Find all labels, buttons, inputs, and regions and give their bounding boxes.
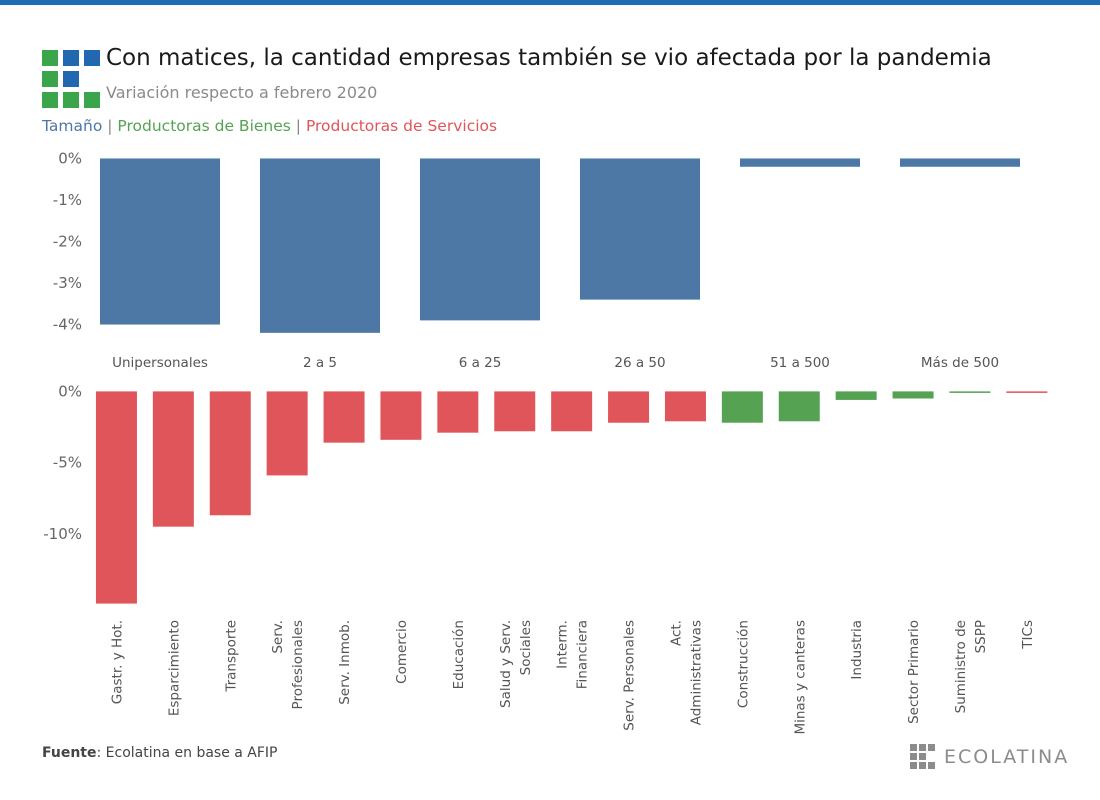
size-bar — [740, 158, 860, 167]
sector-category-label: TICs — [1020, 620, 1036, 650]
source-note: Fuente: Ecolatina en base a AFIP — [42, 745, 278, 761]
sector-category-label: Financiera — [575, 620, 591, 689]
chart-subtitle: Variación respecto a febrero 2020 — [106, 83, 378, 102]
sector-category-label: Profesionales — [290, 620, 306, 709]
legend-separator: | — [107, 117, 113, 135]
sector-category-label: Educación — [451, 620, 467, 689]
sector-category-label: Interm. — [555, 620, 571, 669]
sector-category-label: Serv. — [270, 620, 286, 654]
sector-category-label: Sociales — [518, 620, 534, 675]
sector-category-label: Act. — [668, 620, 684, 646]
brand-name: ECOLATINA — [944, 746, 1070, 768]
sector-bar — [721, 391, 763, 423]
sector-bar — [608, 391, 650, 423]
size-bar — [900, 158, 1020, 167]
size-ytick-label: 0% — [58, 149, 82, 167]
top-rule — [0, 0, 1100, 5]
sector-category-label: SSPP — [973, 620, 989, 653]
size-bar — [420, 158, 540, 321]
size-bar — [100, 158, 220, 325]
size-category-label: Más de 500 — [921, 355, 999, 371]
sector-bar — [664, 391, 706, 422]
size-bar — [260, 158, 380, 333]
sector-bar — [266, 391, 308, 476]
sector-category-label: Minas y canteras — [792, 620, 808, 735]
sector-bar — [380, 391, 422, 440]
size-ytick-label: -1% — [53, 191, 82, 209]
size-ytick-label: -3% — [53, 274, 82, 292]
legend-services: Productoras de Servicios — [305, 117, 498, 135]
sector-bar — [323, 391, 365, 443]
sector-category-label: Suministro de — [953, 620, 969, 713]
sector-bar — [1006, 391, 1048, 393]
chart-title: Con matices, la cantidad empresas tambié… — [106, 45, 992, 71]
sector-category-label: Administrativas — [688, 620, 704, 725]
legend: Tamaño | Productoras de Bienes | Product… — [42, 117, 497, 135]
brand-grid-icon — [910, 744, 936, 770]
legend-separator: | — [295, 117, 302, 135]
sector-category-label: Sector Primario — [906, 620, 922, 724]
size-category-label: 26 a 50 — [614, 355, 665, 371]
sector-bar — [152, 391, 194, 527]
sector-category-label: Comercio — [394, 620, 410, 684]
source-text: : Ecolatina en base a AFIP — [96, 745, 278, 761]
sector-category-label: Transporte — [223, 620, 239, 693]
size-category-label: Unipersonales — [112, 355, 208, 371]
sector-bar — [949, 391, 991, 393]
legend-goods: Productoras de Bienes — [117, 117, 291, 135]
size-ytick-label: -2% — [53, 233, 82, 251]
sector-bar — [437, 391, 479, 433]
sector-category-label: Serv. Personales — [622, 620, 638, 731]
sector-category-label: Construcción — [735, 620, 751, 708]
sector-bar — [835, 391, 877, 400]
sector-category-label: Industria — [849, 620, 865, 680]
sector-category-label: Gastr. y Hot. — [109, 620, 125, 704]
ecolatina-logo-icon — [42, 50, 100, 108]
sector-ytick-label: -5% — [53, 454, 82, 472]
size-category-label: 51 a 500 — [770, 355, 830, 371]
size-category-label: 2 a 5 — [303, 355, 337, 371]
sector-bar — [209, 391, 251, 516]
source-label: Fuente — [42, 745, 97, 761]
size-category-label: 6 a 25 — [459, 355, 502, 371]
sector-category-label: Salud y Serv. — [498, 620, 514, 708]
sector-ytick-label: 0% — [58, 382, 82, 400]
sector-category-label: Esparcimiento — [166, 620, 182, 716]
sector-bar — [494, 391, 536, 432]
sector-bar — [95, 391, 137, 604]
size-bar — [580, 158, 700, 300]
sector-category-label: Serv. Inmob. — [337, 620, 353, 705]
legend-size: Tamaño — [42, 117, 103, 135]
sector-ytick-label: -10% — [43, 525, 82, 543]
size-ytick-label: -4% — [53, 316, 82, 334]
sector-bar — [892, 391, 934, 399]
sector-bar — [778, 391, 820, 422]
sector-bar — [551, 391, 593, 432]
